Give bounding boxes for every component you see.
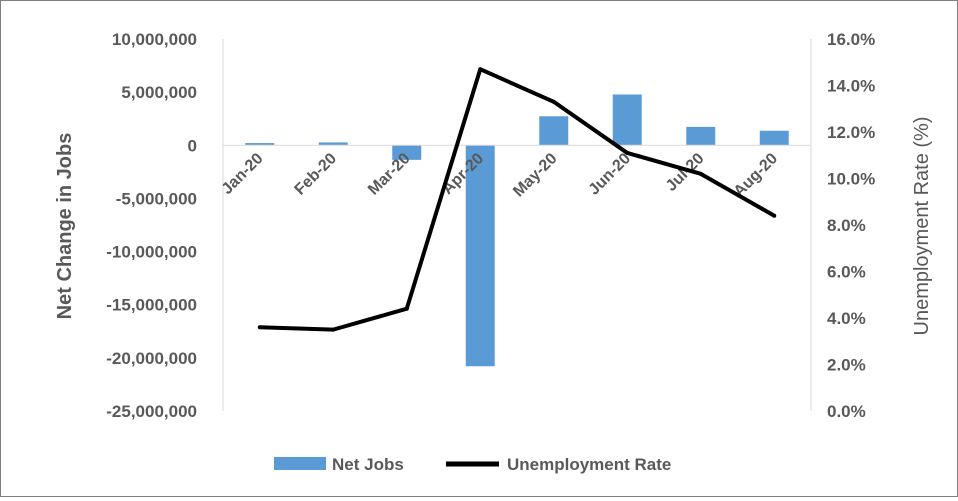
unemployment-rate-point [404,306,409,311]
net-jobs-bar [539,116,569,146]
unemployment-rate-line [259,67,776,332]
unemployment-rate-point [257,325,262,330]
left-tick-label: -20,000,000 [106,349,197,368]
right-tick-label: 6.0% [827,263,866,282]
right-tick-label: 4.0% [827,309,866,328]
x-tick-label: May-20 [510,150,560,200]
left-tick-label: 10,000,000 [112,30,197,49]
unemployment-rate-point [698,171,703,176]
net-jobs-bar [465,145,495,367]
left-tick-label: 0 [188,136,197,155]
left-axis-ticks: 10,000,000 5,000,000 0 -5,000,000 -10,000,00… [106,30,197,421]
right-tick-label: 10.0% [827,170,875,189]
unemployment-rate-point [772,213,777,218]
legend-label-unemployment-rate: Unemployment Rate [507,455,671,474]
unemployment-rate-point [331,327,336,332]
net-jobs-bar [318,142,348,146]
right-tick-label: 14.0% [827,77,875,96]
right-axis-ticks: 16.0% 14.0% 12.0% 10.0% 8.0% 6.0% 4.0% 2.0% 0.0% [827,30,875,421]
legend-label-net-jobs: Net Jobs [332,455,404,474]
legend-swatch-net-jobs [274,457,326,470]
left-tick-label: -5,000,000 [116,189,197,208]
right-tick-label: 16.0% [827,30,875,49]
right-tick-label: 0.0% [827,402,866,421]
legend: Net Jobs Unemployment Rate [274,455,671,474]
left-tick-label: 5,000,000 [121,83,197,102]
unemployment-line-layer [257,67,777,332]
x-tick-label: Feb-20 [292,150,341,199]
net-jobs-bar [245,143,275,146]
net-jobs-bar [686,126,716,146]
x-tick-label: Aug-20 [731,150,781,200]
net-jobs-bar [759,130,789,146]
x-tick-label: Jun-20 [586,150,635,199]
left-axis-title: Net Change in Jobs [54,133,76,320]
left-tick-label: -15,000,000 [106,296,197,315]
left-tick-label: -25,000,000 [106,402,197,421]
x-tick-label: Jan-20 [219,150,267,198]
right-tick-label: 2.0% [827,356,866,375]
right-axis-title: Unemployment Rate (%) [911,117,933,336]
x-axis-ticks: Jan-20 Feb-20 Mar-20 Apr-20 May-20 Jun-20 Jul-… [219,150,781,200]
net-jobs-bars [245,94,789,367]
unemployment-rate-point [478,67,483,72]
left-tick-label: -10,000,000 [106,243,197,262]
net-jobs-bar [612,94,642,146]
unemployment-rate-point [625,150,630,155]
unemployment-rate-point [551,99,556,104]
right-tick-label: 8.0% [827,216,866,235]
x-tick-label: Mar-20 [365,150,414,199]
right-tick-label: 12.0% [827,123,875,142]
net-jobs-bar [392,145,422,160]
